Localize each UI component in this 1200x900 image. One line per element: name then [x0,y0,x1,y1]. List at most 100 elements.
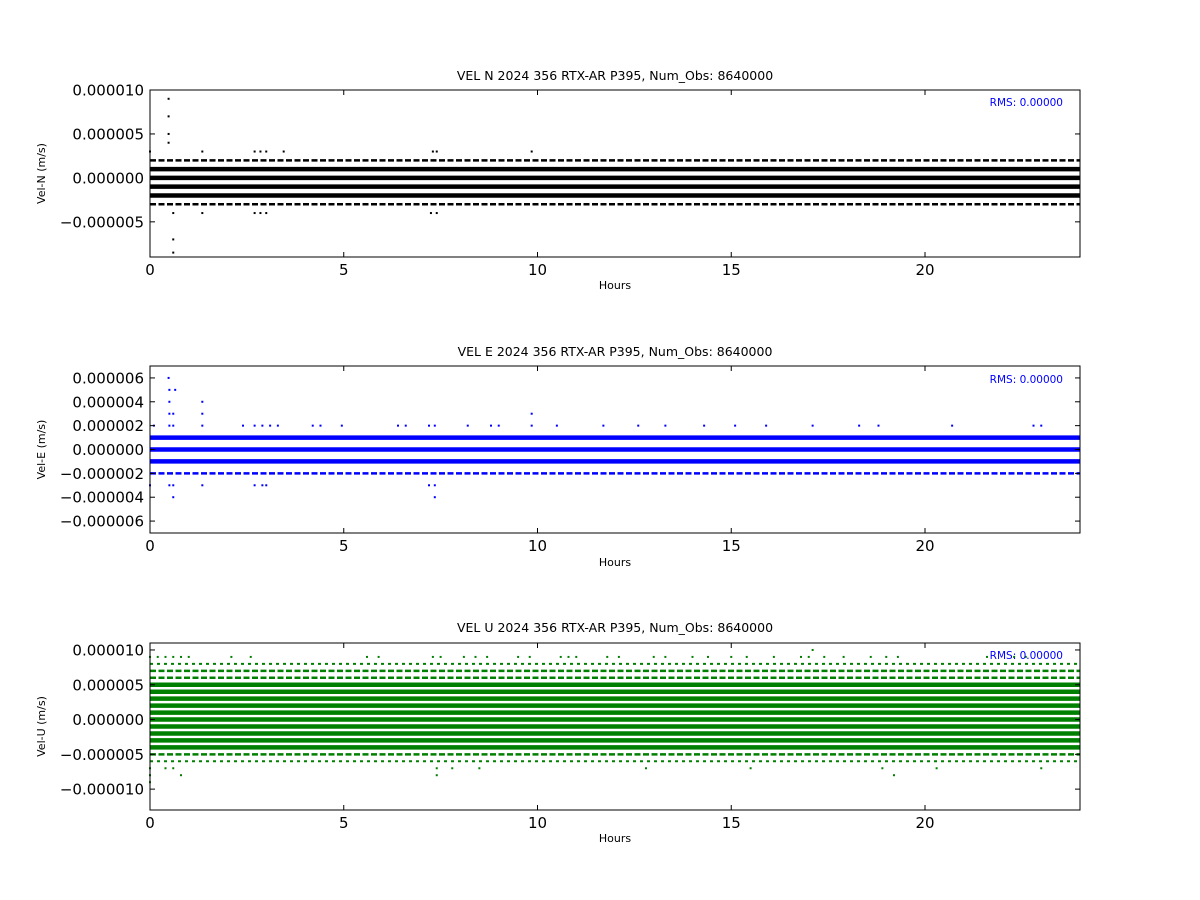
data-point [664,424,667,427]
data-point [749,767,752,770]
x-tick-label: 20 [915,814,934,832]
data-point [340,424,343,427]
data-point [435,767,438,770]
data-point [180,655,182,658]
x-axis-label: Hours [599,832,631,845]
plot-area [149,648,1080,784]
data-point [253,212,256,215]
data-point [167,115,170,118]
data-point [842,655,845,658]
x-axis-label: Hours [599,556,631,569]
data-point [259,150,262,153]
x-tick-label: 0 [145,814,155,832]
data-point [201,150,204,153]
data-point [800,655,802,658]
y-tick-label: 0.000010 [72,641,144,659]
panel-vel-n: VEL N 2024 356 RTX-AR P395, Num_Obs: 864… [35,68,1081,292]
x-tick-label: 20 [915,537,934,555]
data-point [885,655,888,658]
data-point [201,424,204,427]
data-point [1024,655,1027,658]
y-tick-label: 0.000005 [72,125,144,143]
data-point [404,424,407,427]
y-axis-label: Vel-N (m/s) [35,143,48,204]
rms-annotation: RMS: 0.00000 [990,374,1063,386]
data-point [807,655,810,658]
y-axis-label: Vel-U (m/s) [35,696,48,757]
data-point [201,400,204,403]
data-point [435,150,438,153]
data-point [201,212,204,215]
data-point [167,132,170,135]
data-point [1040,767,1043,770]
data-point [559,655,562,658]
data-point [319,424,322,427]
data-point [172,238,175,241]
data-point [433,496,436,499]
data-point [167,376,170,379]
data-point [530,424,533,427]
data-point [168,484,171,487]
data-point [428,484,430,487]
data-point [172,251,175,254]
data-point [172,424,175,427]
data-point [431,655,434,658]
y-tick-label: 0.000005 [72,676,144,694]
data-point [567,655,570,658]
y-tick-label: 0.000000 [72,711,144,729]
data-point [433,424,436,427]
data-point [269,424,272,427]
y-tick-label: 0.000006 [72,369,144,387]
data-point [617,655,620,658]
data-point [951,424,954,427]
data-point [164,655,167,658]
data-point [1032,424,1035,427]
data-point [168,424,171,427]
x-tick-label: 15 [722,261,741,279]
x-tick-label: 5 [339,261,349,279]
panel-title: VEL U 2024 356 RTX-AR P395, Num_Obs: 864… [457,620,773,635]
data-point [486,655,489,658]
data-point [435,212,438,215]
axes-frame [149,89,1081,258]
data-point [765,424,768,427]
rms-annotation: RMS: 0.00000 [990,97,1063,109]
x-tick-label: 5 [339,814,349,832]
y-tick-label: −0.000005 [60,213,144,231]
data-point [172,212,175,215]
data-point [253,150,256,153]
data-point [265,484,268,487]
data-point [602,424,605,427]
data-point [265,212,268,215]
data-point [253,424,256,427]
data-point [811,424,814,427]
data-point [276,424,279,427]
data-point [858,424,861,427]
data-point [167,141,170,144]
data-point [664,655,667,658]
plot-area [149,376,1080,499]
data-point [575,655,578,658]
data-point [1013,655,1016,658]
panel-vel-u: VEL U 2024 356 RTX-AR P395, Num_Obs: 864… [35,620,1081,845]
data-point [167,97,170,100]
y-axis-label: Vel-E (m/s) [35,420,48,480]
data-point [823,655,826,658]
y-tick-label: −0.000002 [60,465,144,483]
axes-frame [149,642,1081,811]
data-point [474,655,477,658]
x-axis-label: Hours [599,279,631,292]
data-point [877,424,880,427]
data-point [180,774,182,777]
data-point [466,424,469,427]
data-point [172,412,175,415]
data-point [734,424,737,427]
data-point [986,655,988,658]
data-point [881,767,884,770]
data-point [772,655,775,658]
x-tick-label: 0 [145,261,155,279]
data-point [174,388,177,391]
data-point [896,655,899,658]
y-tick-label: 0.000000 [72,441,144,459]
